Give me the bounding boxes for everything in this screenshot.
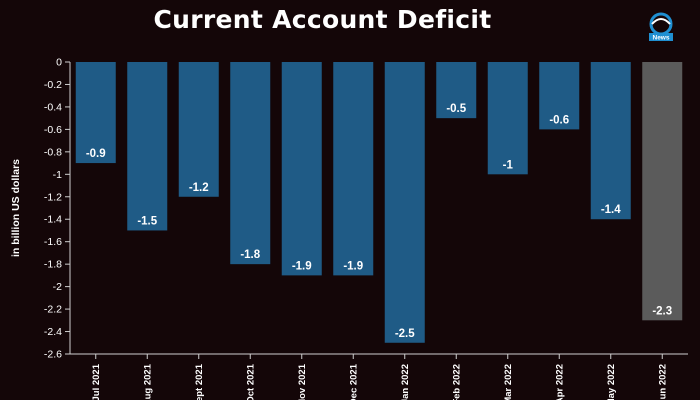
x-tick-label: Sept 2021 [194, 363, 205, 400]
y-tick-label: -1.8 [44, 259, 62, 271]
x-tick-label: Apr 2022 [554, 364, 565, 400]
y-tick-label: -0.8 [44, 146, 62, 158]
x-tick-label: May 2022 [606, 364, 617, 400]
bar-apr-2022 [539, 62, 580, 130]
logo-text: News [653, 35, 670, 42]
geo-news-logo-icon: News [649, 12, 673, 42]
y-tick-label: -2 [53, 281, 62, 293]
data-label: -0.9 [86, 148, 106, 160]
y-tick-label: -0.6 [44, 124, 62, 136]
data-label: -2.3 [652, 305, 672, 317]
x-tick-label: Dec 2021 [348, 363, 359, 400]
y-tick-label: -2.6 [44, 349, 62, 361]
data-label: -1.5 [137, 215, 157, 227]
y-tick-label: -0.2 [44, 79, 62, 91]
x-tick-label: Jun 2022 [657, 364, 668, 400]
bar-dec-2021 [333, 62, 374, 276]
data-label: -1.9 [292, 260, 312, 272]
bar-mar-2022 [487, 62, 528, 175]
x-tick-label: Nov 2021 [297, 363, 308, 400]
data-label: -1.4 [601, 204, 621, 216]
bar-jun-2022 [642, 62, 683, 321]
x-tick-label: Mar 2022 [503, 364, 514, 400]
data-label: -0.6 [549, 114, 569, 126]
y-tick-label: -2.4 [44, 326, 62, 338]
y-tick-label: -0.4 [44, 101, 62, 113]
y-tick-label: -1.6 [44, 236, 62, 248]
bar-aug-2021 [127, 62, 168, 231]
bar-jul-2021 [75, 62, 116, 164]
y-tick-label: 0 [56, 57, 62, 69]
bar-jan-2022 [384, 62, 425, 343]
bar-may-2022 [590, 62, 631, 220]
y-tick-label: -1 [53, 169, 62, 181]
x-tick-label: Jul 2021 [91, 363, 102, 400]
data-label: -1 [503, 159, 514, 171]
y-tick-label: -1.2 [44, 191, 62, 203]
x-tick-label: Feb 2022 [451, 364, 462, 400]
data-label: -1.2 [189, 182, 209, 194]
data-label: -1.9 [343, 260, 363, 272]
bar-sept-2021 [178, 62, 219, 197]
y-tick-label: -1.4 [44, 214, 62, 226]
data-label: -1.8 [240, 249, 260, 261]
bar-nov-2021 [281, 62, 322, 276]
x-tick-label: Jan 2022 [400, 364, 411, 400]
chart-title: Current Account Deficit [153, 5, 492, 34]
data-label: -2.5 [395, 328, 415, 340]
bar-feb-2022 [436, 62, 477, 119]
y-tick-label: -2.2 [44, 304, 62, 316]
x-tick-label: Oct 2021 [245, 363, 256, 400]
bar-oct-2021 [230, 62, 271, 265]
x-tick-label: Aug 2021 [142, 363, 153, 400]
data-label: -0.5 [446, 103, 466, 115]
